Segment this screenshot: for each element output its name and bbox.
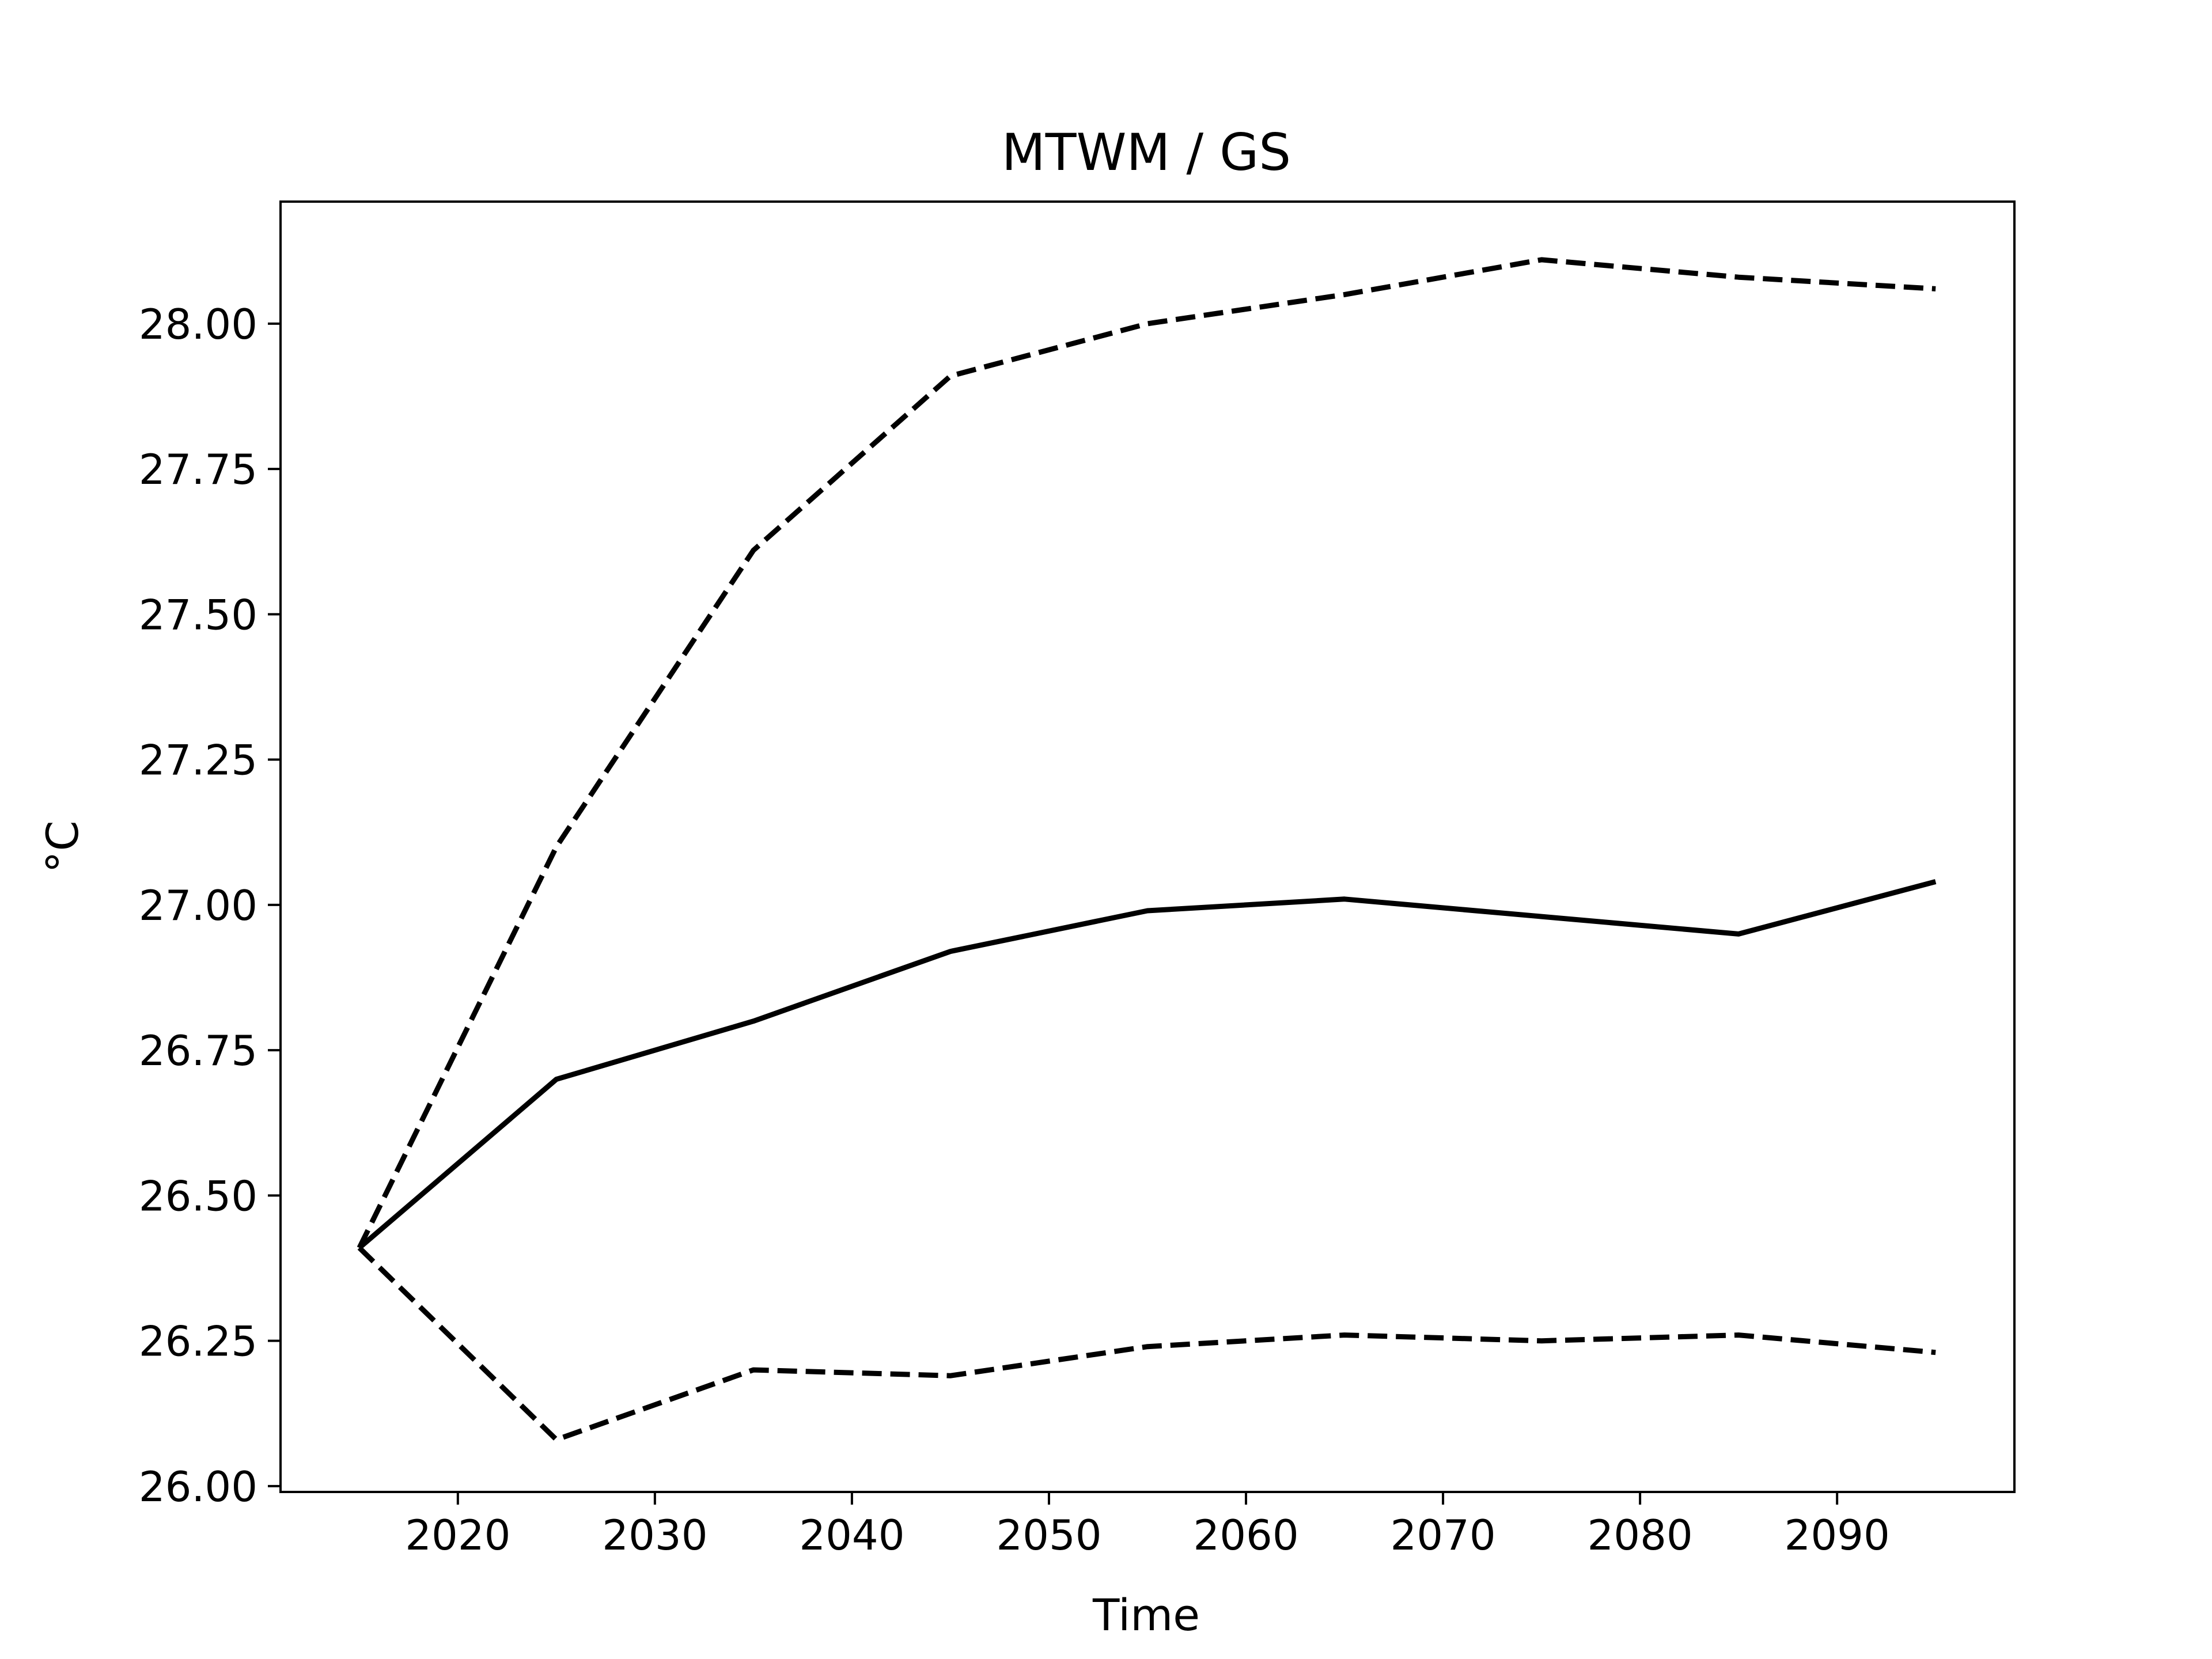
chart-title: MTWM / GS bbox=[1002, 123, 1291, 182]
mean-line bbox=[357, 879, 1937, 1250]
y-tick-label: 28.00 bbox=[139, 300, 257, 349]
x-axis: 2020 2030 2040 2050 2060 2070 2080 2090 bbox=[405, 1492, 1890, 1559]
x-tick-label: 2080 bbox=[1587, 1511, 1692, 1559]
y-axis: 26.00 26.25 26.50 26.75 27.00 27.25 27.50 27.75… bbox=[139, 300, 281, 1511]
x-tick-label: 2070 bbox=[1390, 1511, 1495, 1559]
x-axis-label: Time bbox=[1092, 1589, 1200, 1641]
y-tick-label: 27.75 bbox=[139, 445, 257, 494]
lower-bound-line bbox=[357, 1245, 1936, 1442]
y-tick-label: 26.50 bbox=[139, 1172, 257, 1220]
x-tick-label: 2040 bbox=[799, 1511, 904, 1559]
x-tick-label: 2050 bbox=[996, 1511, 1101, 1559]
plot-frame bbox=[279, 200, 2016, 1493]
series-layer bbox=[357, 257, 1937, 1442]
x-tick-label: 2060 bbox=[1193, 1511, 1298, 1559]
upper-bound-line bbox=[357, 257, 1936, 1249]
x-tick-label: 2020 bbox=[405, 1511, 510, 1559]
y-tick-label: 26.25 bbox=[139, 1317, 257, 1366]
y-tick-label: 27.25 bbox=[139, 736, 257, 785]
x-tick-label: 2030 bbox=[602, 1511, 707, 1559]
y-axis-label: °C bbox=[37, 820, 88, 873]
y-tick-label: 26.00 bbox=[139, 1463, 257, 1511]
x-tick-label: 2090 bbox=[1785, 1511, 1890, 1559]
y-tick-label: 27.00 bbox=[139, 881, 257, 930]
y-tick-label: 27.50 bbox=[139, 590, 257, 639]
y-tick-label: 26.75 bbox=[139, 1027, 257, 1075]
